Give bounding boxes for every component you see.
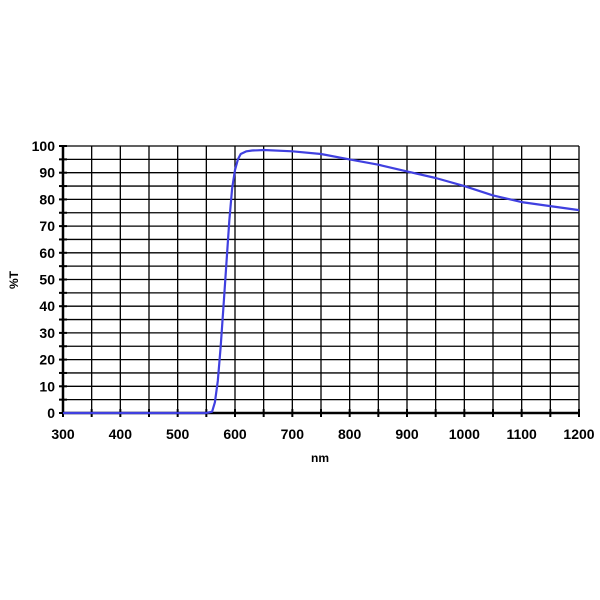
y-tick-label: 60 — [39, 245, 55, 261]
y-tick-label: 80 — [39, 191, 55, 207]
x-tick-label: 300 — [51, 426, 75, 442]
y-tick-label: 0 — [47, 405, 55, 421]
y-tick-label: 90 — [39, 165, 55, 181]
x-tick-label: 500 — [166, 426, 190, 442]
x-tick-label: 700 — [281, 426, 305, 442]
y-tick-label: 40 — [39, 298, 55, 314]
x-tick-label: 1200 — [563, 426, 594, 442]
y-axis-title: %T — [7, 270, 21, 289]
x-axis-title: nm — [311, 451, 329, 465]
x-tick-label: 900 — [395, 426, 419, 442]
y-tick-label: 20 — [39, 352, 55, 368]
y-tick-label: 50 — [39, 272, 55, 288]
y-tick-label: 10 — [39, 378, 55, 394]
transmission-curve — [63, 148, 580, 415]
y-tick-label: 70 — [39, 218, 55, 234]
y-tick-label: 30 — [39, 325, 55, 341]
x-tick-label: 800 — [338, 426, 362, 442]
x-tick-label: 1000 — [449, 426, 480, 442]
x-tick-label: 400 — [109, 426, 133, 442]
x-tick-label: 600 — [223, 426, 247, 442]
grid-lines — [62, 145, 580, 414]
y-tick-label: 100 — [32, 138, 56, 154]
x-tick-label: 1100 — [506, 426, 537, 442]
y-axis-tick-labels: 0 10 20 30 40 50 60 70 80 90 100 — [32, 138, 56, 421]
x-axis-tick-labels: 300 400 500 600 700 800 900 1000 1100 1200 — [51, 426, 594, 442]
